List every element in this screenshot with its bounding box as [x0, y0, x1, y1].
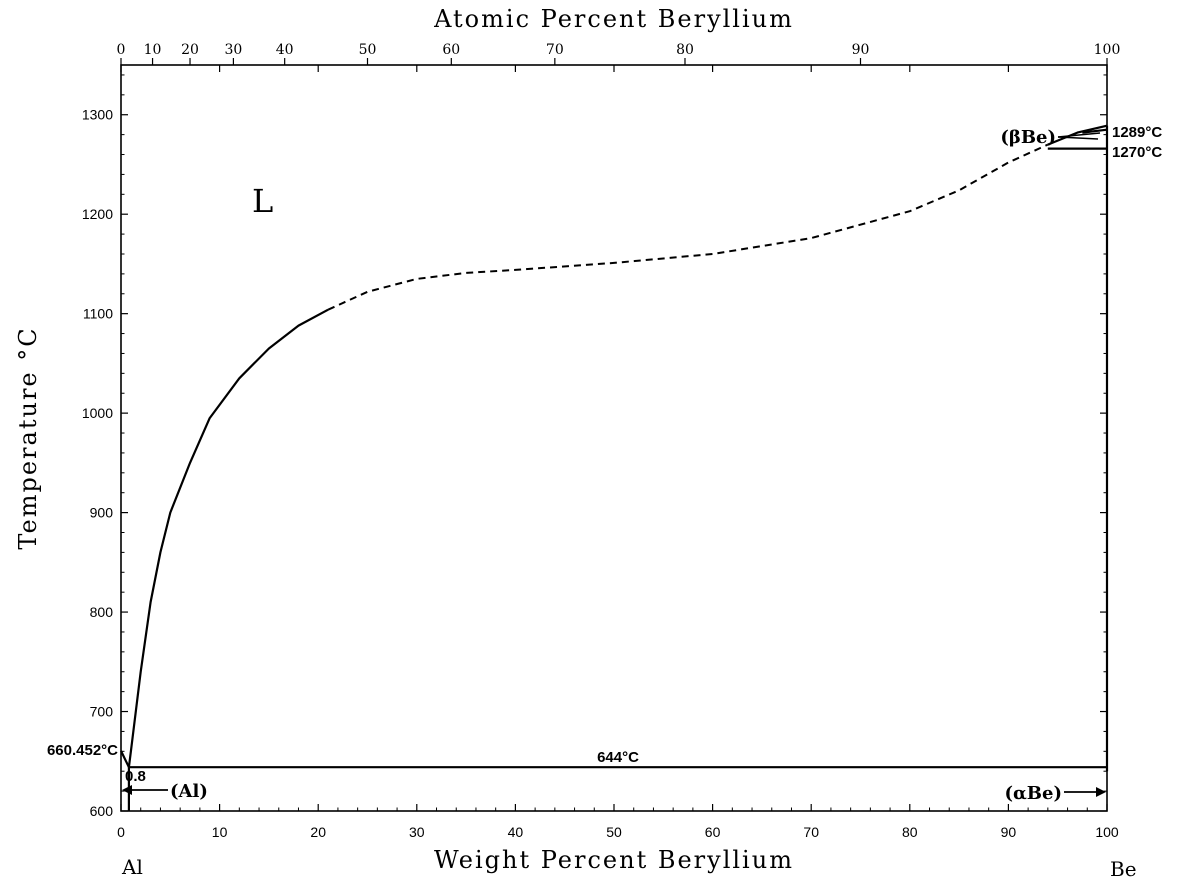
x-tick-label: 90 [1001, 824, 1017, 840]
solubility-limit-label: 0.8 [125, 768, 146, 785]
top-tick-label: 30 [224, 42, 242, 58]
leader-arrows [122, 132, 1106, 797]
y-tick-label: 900 [90, 505, 114, 521]
x-tick-label: 70 [803, 824, 819, 840]
al-melting-point-label: 660.452°C [47, 742, 118, 759]
beta-be-leader [1057, 132, 1101, 138]
y-tick-label: 700 [90, 704, 114, 720]
top-tick-label: 10 [144, 42, 162, 58]
liquid-region-label: L [252, 182, 273, 220]
x-tick-label: 100 [1095, 824, 1119, 840]
be-transformation-label: 1270°C [1112, 144, 1162, 161]
top-tick-label: 70 [546, 42, 564, 58]
phase-boundary-1 [127, 308, 329, 768]
top-tick-label: 80 [676, 42, 694, 58]
y-tick-label: 1000 [82, 405, 113, 421]
top-axis-title: Atomic Percent Beryllium [433, 5, 794, 33]
x-tick-label: 60 [705, 824, 721, 840]
end-label-be: Be [1110, 857, 1137, 881]
top-tick-label: 100 [1094, 42, 1121, 58]
end-label-al: Al [121, 855, 143, 879]
beta-be-leader-lower [1057, 136, 1099, 140]
y-tick-label: 600 [90, 803, 114, 819]
eutectic-temperature-label: 644°C [597, 749, 639, 766]
top-tick-label: 0 [117, 42, 126, 58]
x-tick-label: 50 [606, 824, 622, 840]
x-tick-label: 40 [508, 824, 524, 840]
top-tick-label: 20 [181, 42, 199, 58]
top-tick-label: 90 [852, 42, 870, 58]
top-tick-label: 40 [276, 42, 294, 58]
x-tick-label: 80 [902, 824, 918, 840]
axis-labels: 0 10 20 30 40 50 60 70 80 90 100600700800900100011… [82, 42, 1121, 840]
phase-boundary-4 [1082, 128, 1108, 134]
y-tick-label: 1100 [83, 306, 113, 322]
top-tick-label: 50 [359, 42, 377, 58]
beta-be-phase-label: (βBe) [1000, 127, 1056, 148]
plot-frame [120, 64, 1108, 812]
y-tick-label: 800 [90, 604, 114, 620]
y-axis-title: Temperature °C [14, 326, 42, 549]
al-arrow-head [122, 785, 132, 795]
y-tick-label: 1200 [82, 206, 113, 222]
phase-boundary-2 [327, 143, 1049, 311]
top-tick-label: 60 [442, 42, 460, 58]
alpha-be-arrow-head [1096, 787, 1106, 797]
alpha-be-phase-label: (αBe) [1004, 783, 1062, 804]
phase-boundary-3 [1047, 124, 1108, 146]
x-tick-label: 0 [117, 824, 125, 840]
x-tick-label: 30 [409, 824, 425, 840]
be-melting-point-label: 1289°C [1112, 124, 1162, 141]
x-tick-label: 10 [212, 824, 228, 840]
phase-boundary-8 [120, 750, 130, 768]
al-phase-label: (Al) [170, 781, 208, 802]
x-tick-label: 20 [310, 824, 326, 840]
x-axis-title: Weight Percent Beryllium [434, 846, 794, 874]
y-tick-label: 1300 [82, 107, 113, 123]
